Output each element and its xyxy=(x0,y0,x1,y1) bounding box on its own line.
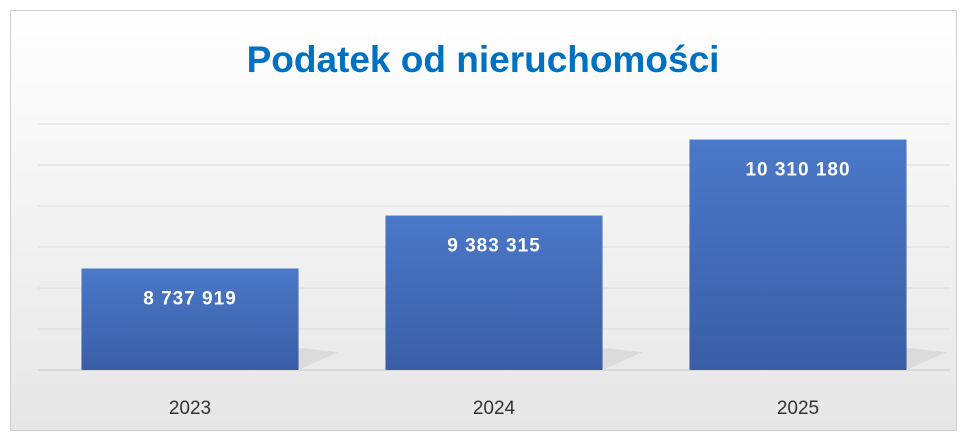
data-label: 9 383 315 xyxy=(447,236,541,257)
data-label: 10 310 180 xyxy=(745,160,850,181)
x-tick-label: 2023 xyxy=(169,398,211,419)
bar-shadow xyxy=(298,348,339,370)
x-tick-label: 2025 xyxy=(777,398,819,419)
bar xyxy=(81,268,299,370)
bar-shadow xyxy=(602,348,643,370)
bar-shadow xyxy=(906,348,947,370)
bar xyxy=(689,139,907,370)
chart-title: Podatek od nieruchomości xyxy=(247,39,720,80)
bar xyxy=(385,215,603,370)
data-label: 8 737 919 xyxy=(143,289,237,310)
x-tick-label: 2024 xyxy=(473,398,516,419)
